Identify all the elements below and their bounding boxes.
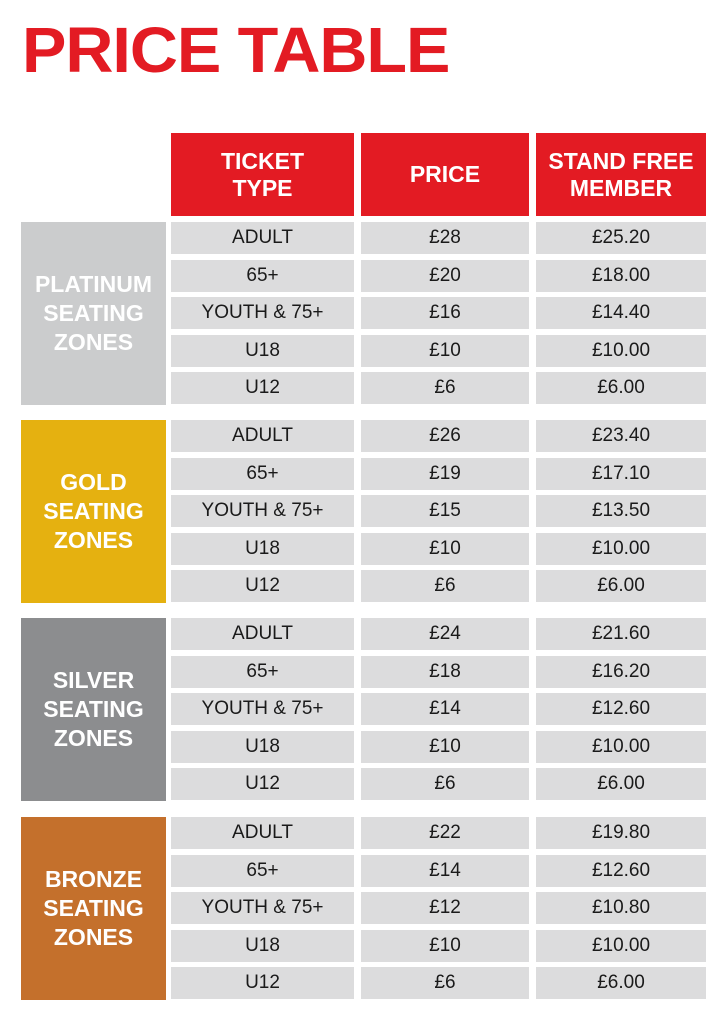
member-price-cell: £17.10 <box>536 458 706 490</box>
price-cell: £14 <box>361 693 529 725</box>
ticket-type-cell: U12 <box>171 570 354 602</box>
price-cell: £6 <box>361 768 529 800</box>
price-cell: £6 <box>361 967 529 999</box>
header-price: PRICE <box>361 133 529 216</box>
ticket-type-cell: U18 <box>171 930 354 962</box>
ticket-type-cell: ADULT <box>171 618 354 650</box>
member-price-cell: £6.00 <box>536 372 706 404</box>
price-cell: £6 <box>361 570 529 602</box>
member-price-cell: £21.60 <box>536 618 706 650</box>
member-price-cell: £23.40 <box>536 420 706 452</box>
header-stand-free-member: STAND FREE MEMBER <box>536 133 706 216</box>
price-cell: £28 <box>361 222 529 254</box>
price-cell: £12 <box>361 892 529 924</box>
member-price-cell: £10.80 <box>536 892 706 924</box>
price-cell: £22 <box>361 817 529 849</box>
header-ticket-type: TICKET TYPE <box>171 133 354 216</box>
ticket-type-cell: ADULT <box>171 222 354 254</box>
price-cell: £6 <box>361 372 529 404</box>
ticket-type-cell: ADULT <box>171 817 354 849</box>
zone-label-block: PLATINUM SEATING ZONES <box>21 222 166 405</box>
price-cell: £20 <box>361 260 529 292</box>
price-cell: £10 <box>361 533 529 565</box>
page-title: PRICE TABLE <box>22 14 450 86</box>
ticket-type-cell: ADULT <box>171 420 354 452</box>
member-price-cell: £12.60 <box>536 855 706 887</box>
ticket-type-cell: 65+ <box>171 656 354 688</box>
ticket-type-cell: U12 <box>171 372 354 404</box>
price-cell: £18 <box>361 656 529 688</box>
ticket-type-cell: U12 <box>171 967 354 999</box>
zone-label: GOLD SEATING ZONES <box>43 469 144 553</box>
ticket-type-cell: U18 <box>171 335 354 367</box>
ticket-type-cell: U18 <box>171 533 354 565</box>
ticket-type-cell: U18 <box>171 731 354 763</box>
price-cell: £15 <box>361 495 529 527</box>
price-cell: £10 <box>361 335 529 367</box>
price-cell: £24 <box>361 618 529 650</box>
zone-label-block: SILVER SEATING ZONES <box>21 618 166 801</box>
ticket-type-cell: 65+ <box>171 458 354 490</box>
zone-label-block: GOLD SEATING ZONES <box>21 420 166 603</box>
price-cell: £10 <box>361 731 529 763</box>
ticket-type-cell: YOUTH & 75+ <box>171 892 354 924</box>
price-cell: £14 <box>361 855 529 887</box>
member-price-cell: £19.80 <box>536 817 706 849</box>
member-price-cell: £10.00 <box>536 731 706 763</box>
member-price-cell: £10.00 <box>536 930 706 962</box>
zone-label: PLATINUM SEATING ZONES <box>34 271 153 355</box>
member-price-cell: £6.00 <box>536 768 706 800</box>
ticket-type-cell: 65+ <box>171 855 354 887</box>
zone-label: BRONZE SEATING ZONES <box>43 866 144 950</box>
ticket-type-cell: YOUTH & 75+ <box>171 297 354 329</box>
member-price-cell: £16.20 <box>536 656 706 688</box>
member-price-cell: £14.40 <box>536 297 706 329</box>
member-price-cell: £10.00 <box>536 533 706 565</box>
member-price-cell: £10.00 <box>536 335 706 367</box>
ticket-type-cell: YOUTH & 75+ <box>171 693 354 725</box>
price-cell: £16 <box>361 297 529 329</box>
price-cell: £19 <box>361 458 529 490</box>
member-price-cell: £18.00 <box>536 260 706 292</box>
zone-label: SILVER SEATING ZONES <box>43 667 144 751</box>
ticket-type-cell: 65+ <box>171 260 354 292</box>
member-price-cell: £25.20 <box>536 222 706 254</box>
member-price-cell: £6.00 <box>536 570 706 602</box>
member-price-cell: £12.60 <box>536 693 706 725</box>
zone-label-block: BRONZE SEATING ZONES <box>21 817 166 1000</box>
price-cell: £26 <box>361 420 529 452</box>
ticket-type-cell: U12 <box>171 768 354 800</box>
ticket-type-cell: YOUTH & 75+ <box>171 495 354 527</box>
member-price-cell: £6.00 <box>536 967 706 999</box>
member-price-cell: £13.50 <box>536 495 706 527</box>
price-cell: £10 <box>361 930 529 962</box>
